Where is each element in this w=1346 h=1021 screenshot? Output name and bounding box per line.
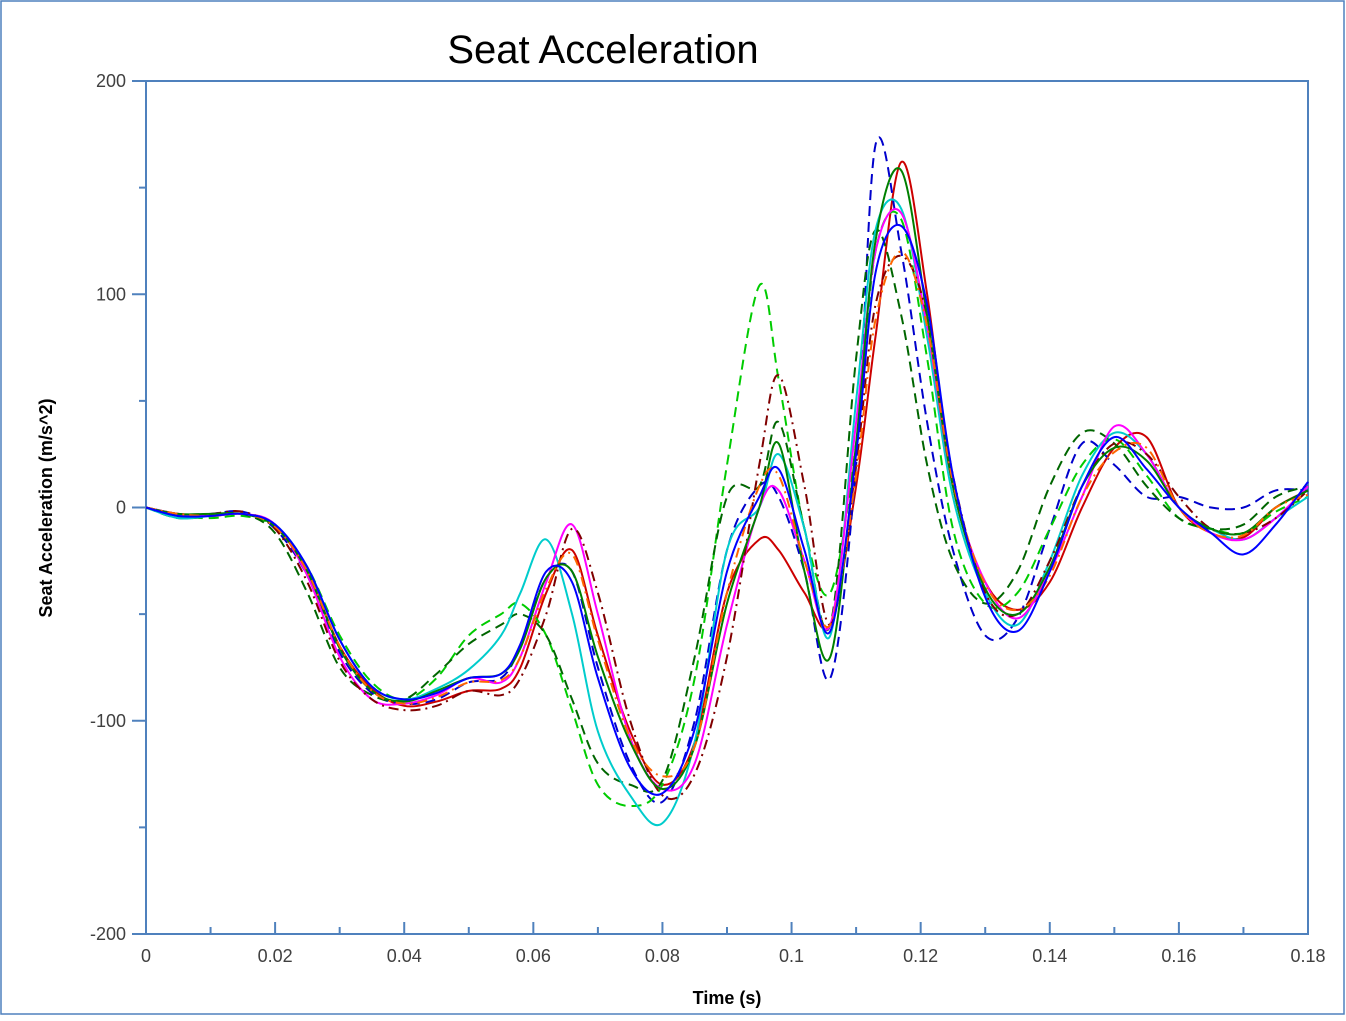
x-tick-label: 0.04 <box>387 946 422 966</box>
series-line-7 <box>145 254 1309 801</box>
y-axis-label: Seat Acceleration (m/s^2) <box>36 399 56 618</box>
series-line-4 <box>145 228 1309 793</box>
y-tick-label: 200 <box>96 71 126 91</box>
x-tick-label: 0.16 <box>1161 946 1196 966</box>
x-tick-label: 0.14 <box>1032 946 1067 966</box>
y-tick-label: -200 <box>90 924 126 944</box>
y-tick-label: -100 <box>90 711 126 731</box>
x-tick-label: 0 <box>141 946 151 966</box>
x-axis-label: Time (s) <box>693 988 762 1008</box>
series-line-1 <box>145 160 1309 786</box>
x-tick-label: 0.18 <box>1290 946 1325 966</box>
series-line-3 <box>145 210 1309 808</box>
series-layer <box>145 136 1309 827</box>
x-tick-label: 0.02 <box>258 946 293 966</box>
axis-ticks: 0 0.02 0.04 0.06 0.08 0.1 0.12 0.14 0.16 0.18 -200… <box>90 71 1326 966</box>
x-tick-label: 0.12 <box>903 946 938 966</box>
y-tick-label: 100 <box>96 284 126 304</box>
x-tick-label: 0.08 <box>645 946 680 966</box>
series-line-9 <box>145 250 1309 778</box>
chart-title: Seat Acceleration <box>447 28 758 72</box>
series-line-10 <box>145 223 1309 796</box>
y-tick-label: 0 <box>116 498 126 518</box>
x-tick-label: 0.1 <box>779 946 804 966</box>
x-tick-label: 0.06 <box>516 946 551 966</box>
